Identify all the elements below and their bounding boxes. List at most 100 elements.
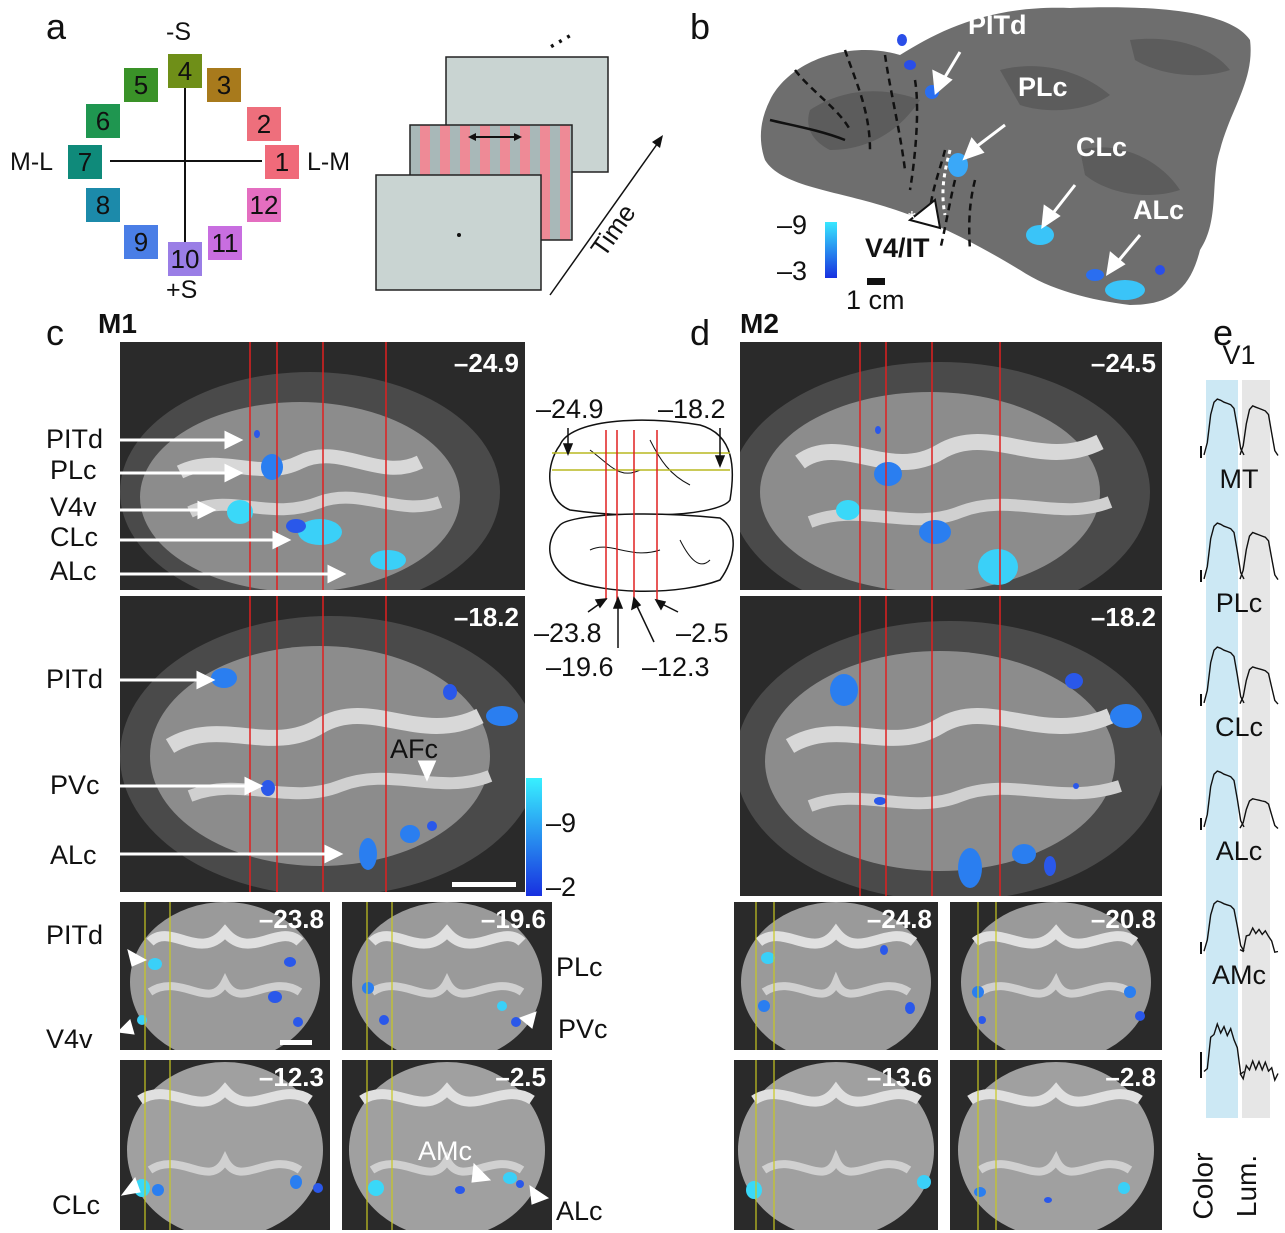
xlabel-lum: Lum.: [1231, 1154, 1263, 1218]
m1-sagittal-arrows: [120, 430, 437, 864]
flatmap-star: *: [908, 208, 916, 230]
m1-cor-label-alc: ALc: [556, 1196, 603, 1226]
color-swatch-10: 10: [168, 242, 202, 276]
m1-sagittal-2: –18.2: [120, 596, 525, 892]
m1-cor4-coord: –2.5: [495, 1062, 546, 1092]
flatmap-label-alc: ALc: [1133, 195, 1185, 225]
schematic-bottom-1: –19.6: [546, 652, 614, 682]
panel-a-letter: a: [46, 6, 67, 47]
m1-cor-label-clc: CLc: [52, 1190, 101, 1220]
color-band: [1206, 380, 1238, 1118]
m1-label: M1: [98, 308, 137, 339]
flatmap-scale-max: –9: [777, 210, 808, 240]
color-swatch-1: 1: [265, 145, 299, 179]
m2-cor3-coord: –13.6: [866, 1062, 932, 1092]
m2-coronal-2: –20.8: [950, 902, 1162, 1050]
m2-label: M2: [740, 308, 779, 339]
xlabel-color: Color: [1187, 1152, 1219, 1220]
color-swatch-3: 3: [207, 68, 241, 102]
color-swatch-4: 4: [168, 54, 202, 88]
m2-sagittal-2: –18.2: [740, 596, 1162, 896]
m1-label-clc-1: CLc: [50, 522, 99, 552]
schematic-bottom-0: –23.8: [534, 618, 602, 648]
m1-label-pvc-2: PVc: [50, 770, 100, 800]
m1-coronal-arrows: [116, 949, 550, 1205]
roi-title-v1: V1: [1222, 340, 1256, 370]
schematic-bottom-3: –2.5: [676, 618, 729, 648]
m2-cor1-coord: –24.8: [866, 904, 932, 934]
schematic-bottom-2: –12.3: [642, 652, 710, 682]
timecourse-mt: [1200, 522, 1279, 582]
m1-coronal-4: –2.5: [342, 1060, 552, 1230]
m2-sag2-coord: –18.2: [1090, 602, 1156, 632]
axis-label-left: M-L: [10, 148, 54, 176]
m1-cor2-coord: –19.6: [480, 904, 546, 934]
axis-label-top: -S: [166, 18, 191, 46]
panel-d-letter: d: [690, 312, 711, 353]
color-swatch-2: 2: [247, 107, 281, 141]
timecourse-v1: [1200, 398, 1279, 458]
m2-coronal-3: –13.6: [734, 1060, 938, 1230]
flatmap-label-v4it: V4/IT: [865, 233, 930, 263]
color-swatch-11: 11: [208, 226, 242, 260]
flatmap-scale-min: –3: [777, 256, 808, 286]
m1-label-pitd-2: PITd: [46, 664, 104, 694]
m1-cor-label-amc: AMc: [418, 1136, 472, 1166]
m2-coronal-4: –2.8: [950, 1060, 1162, 1230]
color-wheel-axes: [110, 88, 262, 242]
flatmap-label-clc: CLc: [1076, 132, 1128, 162]
m2-cor2-coord: –20.8: [1090, 904, 1156, 934]
timecourse-panel: V1 MT PLc CLc ALc AMc Color Lum.: [1187, 340, 1285, 1233]
m1-sagittal-1: –24.9: [120, 342, 525, 590]
m2-sagittal-1: –24.5: [740, 342, 1162, 590]
panel-c-letter: c: [46, 312, 64, 353]
m1-cor1-coord: –23.8: [258, 904, 324, 934]
flatmap-label-plc: PLc: [1018, 72, 1068, 102]
stimulus-sequence: ⋯ Time: [360, 20, 670, 310]
schematic-top-left: –24.9: [536, 394, 604, 424]
timecourse-plc: [1200, 646, 1279, 706]
roi-title-plc: PLc: [1215, 588, 1263, 618]
color-swatch-12: 12: [247, 188, 281, 222]
flatmap-scalebar-label: 1 cm: [846, 285, 905, 315]
m1-label-v4v-1: V4v: [50, 492, 97, 522]
flatmap-surface: [760, 7, 1251, 306]
m1-label-afc-2: AFc: [390, 734, 439, 764]
brain-schematic: –24.9 –18.2 –23.8 –19.6 –12.3 –2.5: [530, 390, 750, 700]
panel-e-letter: e: [1213, 312, 1234, 353]
axis-label-bottom: +S: [166, 276, 198, 304]
time-arrow: [549, 139, 661, 296]
m2-sag1-coord: –24.5: [1090, 348, 1156, 378]
schematic-top-right: –18.2: [658, 394, 726, 424]
flatmap: PITd PLc CLc ALc V4/IT * –9 –3 1 cm: [750, 0, 1285, 320]
color-swatch-8: 8: [86, 188, 120, 222]
m1-cor-label-v4v: V4v: [46, 1024, 93, 1054]
stimulus-card-front: [375, 174, 542, 291]
roi-title-mt: MT: [1219, 464, 1259, 494]
color-wheel: -S +S M-L L-M 1 2 3 4 5 6 7 8 9 10 11 12: [0, 0, 360, 310]
m1-sag2-coord: –18.2: [453, 602, 519, 632]
axis-label-right: L-M: [307, 148, 351, 176]
timecourse-clc: [1200, 770, 1279, 830]
flatmap-colorbar: [825, 222, 837, 278]
timecourse-amc: [1200, 1021, 1279, 1083]
panel-b-letter: b: [690, 6, 711, 47]
m2-coronal-1: –24.8: [734, 902, 938, 1050]
m1-colorbar: [526, 778, 542, 896]
lum-band: [1242, 380, 1270, 1118]
roi-title-clc: CLc: [1214, 712, 1263, 742]
m1-cor-label-pvc: PVc: [558, 1014, 608, 1044]
color-swatch-5: 5: [124, 68, 158, 102]
roi-title-alc: ALc: [1215, 836, 1263, 866]
timecourse-alc: [1200, 900, 1279, 954]
m1-scale-max: –9: [546, 808, 577, 838]
color-swatch-6: 6: [86, 104, 120, 138]
flatmap-label-pitd: PITd: [968, 10, 1027, 40]
m1-sag1-coord: –24.9: [453, 348, 519, 378]
flatmap-scalebar: [867, 278, 885, 285]
stimulus-diagram: [375, 56, 663, 296]
m1-coronal-3: –12.3: [120, 1060, 330, 1230]
m1-label-alc-1: ALc: [50, 556, 97, 586]
m1-coronal-2: –19.6: [342, 902, 552, 1050]
m1-coronal-1: –23.8: [120, 902, 330, 1050]
